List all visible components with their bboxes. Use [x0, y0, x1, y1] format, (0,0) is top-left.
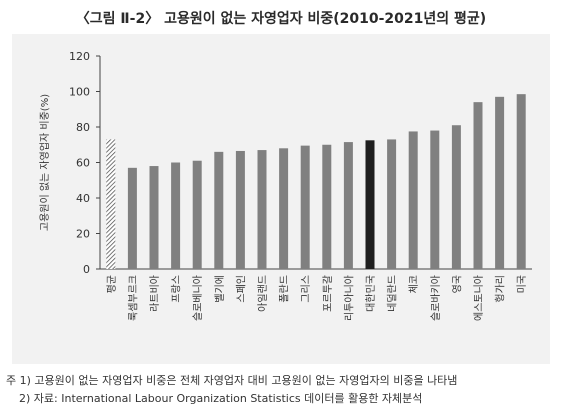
bar-5: [214, 151, 224, 269]
y-tick-label: 40: [76, 192, 90, 205]
x-tick-label: 그리스: [300, 275, 312, 303]
x-tick-label: 스페인: [235, 275, 247, 303]
bar-14: [408, 131, 418, 269]
footnote-1: 주 1) 고용원이 없는 자영업자 비중은 전체 자영업자 대비 고용원이 없는…: [6, 374, 458, 387]
bar-3: [171, 162, 181, 269]
bar-1: [127, 167, 137, 269]
x-tick-label: 체코: [408, 275, 420, 293]
x-tick-label: 룩셈부르크: [127, 275, 139, 321]
bar-15: [430, 130, 440, 269]
bar-19: [516, 94, 526, 269]
bar-13: [387, 139, 397, 269]
x-tick-label: 벨기에: [214, 275, 226, 303]
x-tick-label: 폴란드: [279, 275, 291, 303]
x-tick-label: 리투아니아: [343, 275, 355, 321]
bar-18: [495, 96, 505, 269]
y-tick-label: 80: [76, 121, 90, 134]
x-tick-label: 미국: [516, 275, 528, 293]
chart-panel: 0 20 40 60 80 100 120 고용원이 없는 자영업자 비중(%) 평균 룩셈부르…: [12, 34, 550, 364]
x-tick-label: 헝가리: [495, 275, 507, 303]
x-tick-label: 슬로베니아: [192, 275, 204, 321]
bar-chart: 0 20 40 60 80 100 120 고용원이 없는 자영업자 비중(%) 평균 룩셈부르…: [38, 50, 532, 321]
y-tick-label: 60: [76, 157, 90, 170]
x-tick-label: 에스토니아: [473, 275, 485, 321]
bar-11: [343, 142, 353, 269]
bar-17: [473, 102, 483, 270]
y-tick-label: 20: [76, 228, 90, 241]
bar-16: [451, 125, 461, 269]
x-tick-label: 프랑스: [171, 275, 183, 303]
x-tick-label: 아일랜드: [257, 275, 269, 312]
bar-4: [192, 160, 202, 269]
y-axis-title: 고용원이 없는 자영업자 비중(%): [38, 94, 51, 231]
y-tick-label: 0: [83, 263, 90, 276]
x-tick-label: 라트비아: [149, 275, 161, 312]
y-tick-label: 100: [69, 86, 90, 99]
bar-12: [365, 140, 375, 269]
bar-2: [149, 166, 159, 269]
chart-title: 〈그림 Ⅱ-2〉 고용원이 없는 자영업자 비중(2010-2021년의 평균): [75, 11, 487, 27]
x-tick-label: 포르투갈: [321, 275, 334, 312]
bar-7: [257, 150, 267, 269]
x-tick-label: 네덜란드: [387, 275, 399, 312]
x-tick-label: 평균: [106, 275, 118, 293]
bar-0: [106, 139, 116, 269]
bar-10: [322, 144, 332, 269]
footnote-2: 2) 자료: International Labour Organization…: [19, 392, 423, 405]
footnotes: 주 1) 고용원이 없는 자영업자 비중은 전체 자영업자 대비 고용원이 없는…: [6, 372, 457, 408]
bar-6: [235, 150, 245, 269]
bar-9: [300, 145, 310, 269]
bar-8: [279, 148, 289, 269]
y-tick-label: 120: [69, 50, 90, 63]
x-tick-label: 슬로바키아: [430, 275, 442, 321]
x-tick-label: 영국: [451, 275, 463, 293]
x-tick-label: 대한민국: [365, 275, 377, 312]
